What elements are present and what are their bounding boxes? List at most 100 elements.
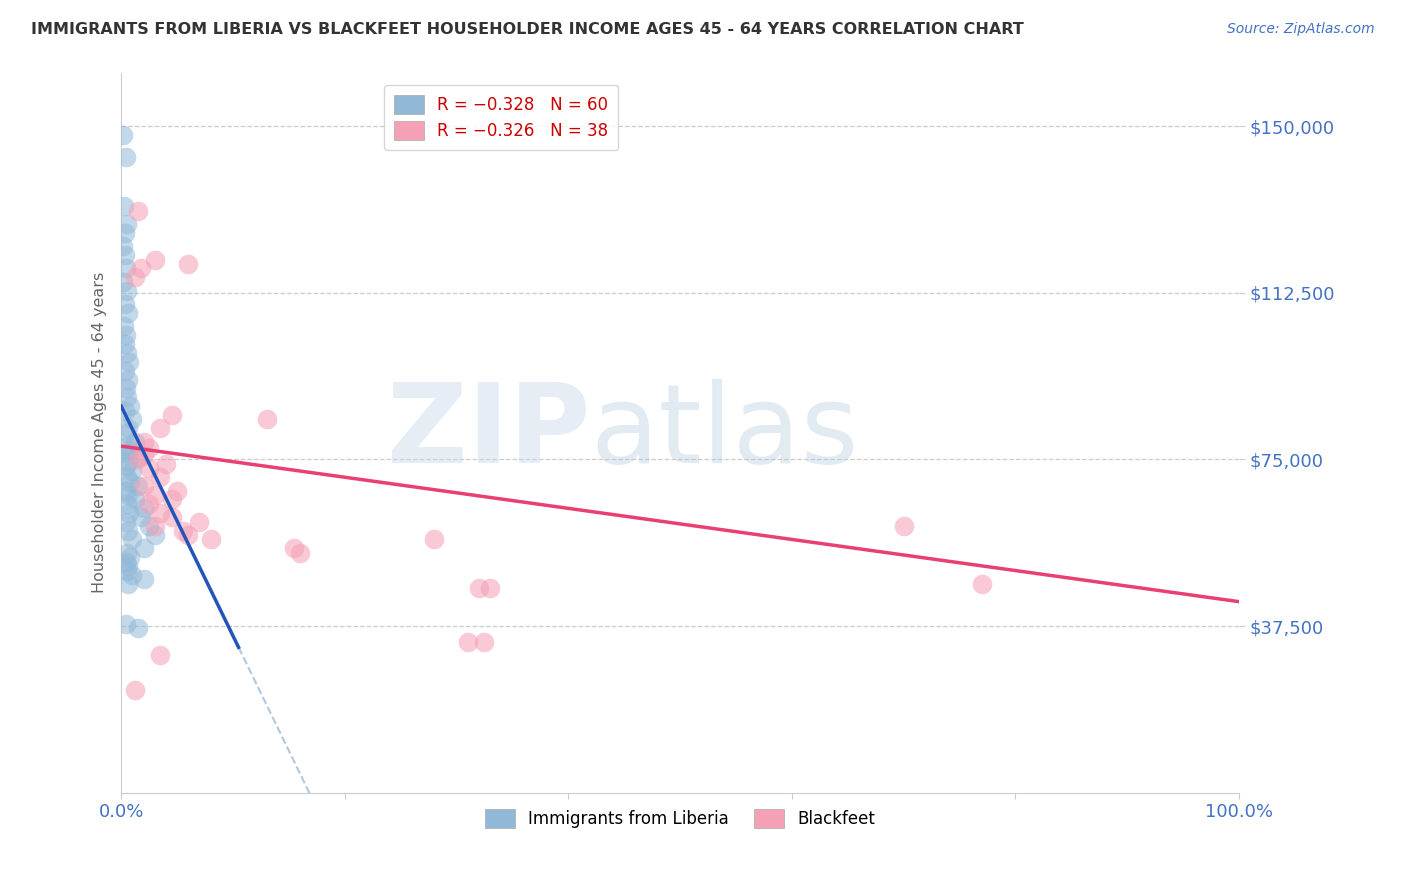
Point — [124, 270, 146, 285]
Point — [115, 439, 138, 453]
Point — [114, 446, 136, 460]
Point — [121, 464, 143, 478]
Point — [114, 337, 136, 351]
Point — [149, 470, 172, 484]
Legend: Immigrants from Liberia, Blackfeet: Immigrants from Liberia, Blackfeet — [478, 802, 882, 835]
Point — [200, 533, 222, 547]
Point — [160, 492, 183, 507]
Point — [114, 363, 136, 377]
Point — [114, 328, 136, 343]
Point — [115, 217, 138, 231]
Point — [114, 403, 136, 417]
Point — [117, 559, 139, 574]
Point — [166, 483, 188, 498]
Point — [112, 275, 135, 289]
Point — [124, 683, 146, 698]
Point — [117, 455, 139, 469]
Point — [283, 541, 305, 556]
Text: IMMIGRANTS FROM LIBERIA VS BLACKFEET HOUSEHOLDER INCOME AGES 45 - 64 YEARS CORRE: IMMIGRANTS FROM LIBERIA VS BLACKFEET HOU… — [31, 22, 1024, 37]
Point — [177, 528, 200, 542]
Point — [172, 524, 194, 538]
Point — [117, 284, 139, 298]
Point — [149, 648, 172, 662]
Point — [127, 203, 149, 218]
Point — [177, 257, 200, 271]
Point — [132, 479, 155, 493]
Point — [111, 128, 134, 143]
Point — [118, 443, 141, 458]
Point — [114, 297, 136, 311]
Point — [118, 506, 141, 520]
Point — [423, 533, 446, 547]
Point — [117, 577, 139, 591]
Point — [112, 239, 135, 253]
Point — [127, 452, 149, 467]
Point — [132, 501, 155, 516]
Point — [138, 497, 160, 511]
Point — [256, 412, 278, 426]
Point — [114, 226, 136, 240]
Point — [138, 442, 160, 456]
Point — [114, 555, 136, 569]
Point — [115, 497, 138, 511]
Point — [114, 425, 136, 440]
Y-axis label: Householder Income Ages 45 - 64 years: Householder Income Ages 45 - 64 years — [93, 272, 107, 593]
Point — [121, 568, 143, 582]
Point — [121, 533, 143, 547]
Point — [114, 515, 136, 529]
Point — [114, 483, 136, 498]
Point — [893, 519, 915, 533]
Point — [132, 434, 155, 449]
Point — [114, 248, 136, 262]
Point — [124, 492, 146, 507]
Point — [127, 450, 149, 465]
Point — [117, 524, 139, 538]
Point — [468, 582, 491, 596]
Point — [132, 573, 155, 587]
Point — [143, 528, 166, 542]
Point — [288, 546, 311, 560]
Point — [124, 434, 146, 449]
Point — [118, 355, 141, 369]
Point — [127, 621, 149, 635]
Point — [155, 457, 177, 471]
Point — [117, 421, 139, 435]
Point — [114, 381, 136, 395]
Point — [138, 461, 160, 475]
Point — [114, 459, 136, 474]
Point — [112, 319, 135, 334]
Point — [143, 252, 166, 267]
Point — [160, 510, 183, 524]
Point — [115, 346, 138, 360]
Point — [143, 519, 166, 533]
Point — [114, 150, 136, 164]
Point — [970, 577, 993, 591]
Point — [120, 475, 142, 489]
Point — [149, 421, 172, 435]
Point — [115, 564, 138, 578]
Point — [143, 488, 166, 502]
Point — [114, 616, 136, 631]
Point — [112, 199, 135, 213]
Point — [479, 582, 502, 596]
Point — [120, 399, 142, 413]
Text: ZIP: ZIP — [387, 379, 591, 486]
Point — [117, 306, 139, 320]
Point — [131, 510, 153, 524]
Point — [117, 372, 139, 386]
Point — [115, 470, 138, 484]
Point — [457, 634, 479, 648]
Point — [117, 488, 139, 502]
Point — [127, 479, 149, 493]
Point — [132, 541, 155, 556]
Point — [120, 550, 142, 565]
Point — [115, 261, 138, 276]
Point — [160, 408, 183, 422]
Point — [115, 390, 138, 404]
Text: atlas: atlas — [591, 379, 859, 486]
Point — [474, 634, 496, 648]
Point — [132, 448, 155, 462]
Point — [121, 412, 143, 426]
Point — [138, 519, 160, 533]
Text: Source: ZipAtlas.com: Source: ZipAtlas.com — [1227, 22, 1375, 37]
